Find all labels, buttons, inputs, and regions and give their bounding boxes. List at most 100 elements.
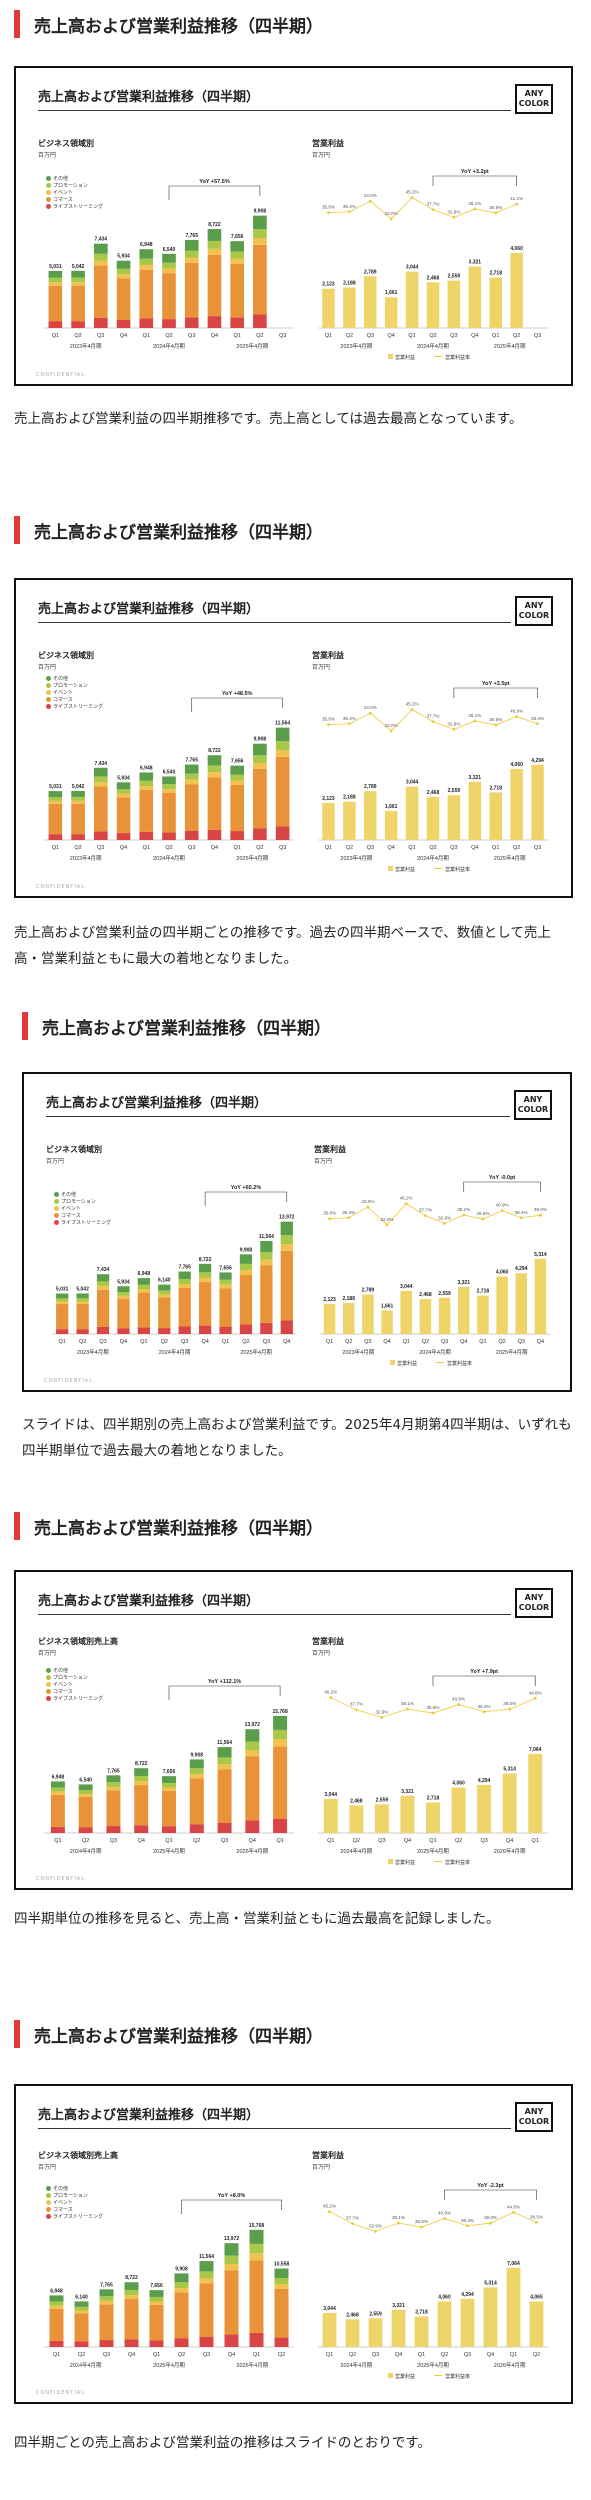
legend-item: コマース bbox=[46, 697, 103, 704]
legend-label: コマース bbox=[61, 1213, 81, 1219]
margin-point bbox=[327, 723, 330, 727]
x-tick-label: Q2 bbox=[429, 333, 436, 339]
stack-segment bbox=[274, 2337, 289, 2347]
margin-point bbox=[494, 211, 498, 215]
profit-bar bbox=[322, 802, 335, 840]
stack-segment bbox=[96, 1289, 110, 1327]
stack-segment bbox=[116, 789, 131, 794]
bar-total-label: 7,656 bbox=[231, 759, 244, 765]
legend-swatch bbox=[46, 690, 51, 695]
x-tick-label: Q1 bbox=[408, 333, 415, 339]
legend-item: プロモーション bbox=[46, 683, 103, 690]
stack-segment bbox=[207, 765, 222, 773]
profit-bar bbox=[531, 764, 544, 840]
margin-label: 37.7% bbox=[419, 1208, 432, 1213]
stack-segment bbox=[117, 1298, 130, 1329]
period-label: 2025年4月期 bbox=[494, 854, 526, 862]
stack-segment bbox=[76, 1301, 89, 1304]
yoy-bracket bbox=[444, 2189, 537, 2200]
stack-segment bbox=[162, 1776, 176, 1783]
period-label: 2024年4月期 bbox=[419, 1348, 451, 1356]
margin-point bbox=[347, 210, 351, 214]
x-tick-label: Q3 bbox=[480, 1838, 487, 1844]
stack-segment bbox=[189, 1774, 204, 1779]
margin-label: 45.2% bbox=[323, 2204, 336, 2209]
legend-swatch bbox=[46, 2214, 51, 2219]
stack-segment bbox=[56, 1298, 69, 1302]
sales-legend: その他 プロモーション イベント コマース ライブストリーミング bbox=[46, 1668, 103, 1703]
profit-bar bbox=[534, 1258, 547, 1334]
margin-line bbox=[329, 2211, 537, 2232]
x-tick-label: Q1 bbox=[510, 2352, 517, 2358]
legend-label: その他 bbox=[53, 1668, 69, 1674]
stack-segment bbox=[71, 796, 85, 801]
margin-point bbox=[424, 1214, 427, 1218]
legend-swatch bbox=[388, 1859, 393, 1864]
profit-value-label: 3,044 bbox=[406, 780, 419, 786]
legend-label: ライブストリーミング bbox=[53, 1696, 104, 1702]
x-tick-label: Q3 bbox=[279, 845, 286, 851]
stack-segment bbox=[94, 767, 108, 777]
yoy-bracket bbox=[168, 185, 261, 200]
stack-segment bbox=[162, 1826, 176, 1833]
margin-point bbox=[385, 1223, 389, 1227]
stack-segment bbox=[139, 831, 154, 840]
stack-segment bbox=[78, 1827, 93, 1833]
legend-swatch bbox=[46, 704, 51, 709]
stack-segment bbox=[275, 826, 290, 840]
period-label: 2026年4月期 bbox=[236, 1847, 268, 1855]
yoy-label: YoY +112.1% bbox=[208, 1679, 241, 1685]
section-heading: 売上高および営業利益推移（四半期） bbox=[14, 2020, 323, 2048]
slide-image: 売上高および営業利益推移（四半期） ANY COLOR ビジネス領域別 百万円 営… bbox=[14, 578, 573, 898]
stack-segment bbox=[48, 270, 63, 278]
stack-segment bbox=[178, 1287, 191, 1327]
legend-label: イベント bbox=[53, 190, 74, 196]
legend-label: その他 bbox=[53, 176, 69, 182]
bar-total-label: 15,768 bbox=[249, 2223, 265, 2229]
x-tick-label: Q4 bbox=[120, 1339, 127, 1345]
margin-label: 38.1% bbox=[401, 1701, 414, 1706]
margin-label: 37.7% bbox=[426, 202, 439, 207]
stack-segment bbox=[74, 2306, 89, 2311]
margin-label: 45.2% bbox=[406, 702, 419, 707]
stack-segment bbox=[249, 2260, 264, 2333]
legend-label: ライブストリーミング bbox=[53, 204, 104, 210]
stack-segment bbox=[71, 277, 85, 283]
legend-label: 営業利益率 bbox=[445, 866, 470, 873]
period-label: 2024年4月期 bbox=[340, 2361, 372, 2369]
yoy-label: YoY +3.2pt bbox=[461, 169, 489, 175]
x-tick-label: Q1 bbox=[52, 333, 59, 339]
margin-point bbox=[410, 708, 414, 712]
bar-total-label: 7,765 bbox=[107, 1768, 120, 1774]
margin-point bbox=[347, 1216, 351, 1220]
x-tick-label: Q1 bbox=[492, 333, 499, 339]
bar-total-label: 13,972 bbox=[224, 2236, 240, 2242]
stack-segment bbox=[116, 278, 131, 320]
stack-segment bbox=[230, 831, 244, 840]
stack-segment bbox=[139, 785, 154, 791]
x-tick-label: Q2 bbox=[513, 333, 520, 339]
period-label: 2024年4月期 bbox=[153, 854, 185, 862]
slide-rule bbox=[38, 2128, 511, 2129]
profit-bar bbox=[391, 2309, 406, 2347]
x-tick-label: Q4 bbox=[487, 2352, 494, 2358]
x-tick-label: Q3 bbox=[263, 1339, 270, 1345]
stack-segment bbox=[139, 258, 154, 265]
profit-bar bbox=[528, 1753, 543, 1833]
x-tick-label: Q4 bbox=[506, 1838, 513, 1844]
stack-segment bbox=[245, 1729, 260, 1742]
margin-label: 32.9% bbox=[369, 2223, 382, 2228]
stack-segment bbox=[174, 2282, 189, 2289]
legend-label: コマース bbox=[53, 697, 73, 703]
margin-label: 38.5% bbox=[530, 2214, 543, 2219]
legend-swatch bbox=[54, 1220, 59, 1225]
stack-segment bbox=[184, 784, 199, 831]
stack-segment bbox=[253, 743, 267, 756]
yoy-label: YoY +57.5% bbox=[199, 179, 230, 185]
x-tick-label: Q2 bbox=[346, 845, 353, 851]
stack-segment bbox=[94, 782, 108, 787]
bar-total-label: 8,722 bbox=[208, 222, 221, 228]
x-tick-label: Q1 bbox=[234, 333, 241, 339]
x-tick-label: Q3 bbox=[99, 1339, 106, 1345]
stack-segment bbox=[273, 1818, 288, 1833]
